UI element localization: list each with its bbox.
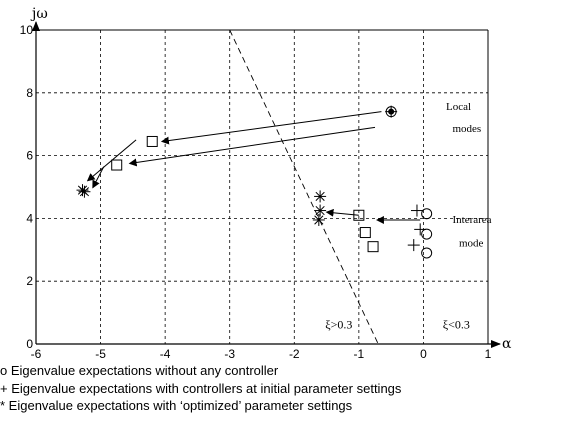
x-tick-label: 1 [485,347,492,361]
damping-line [229,29,379,345]
legend-item-initial-settings: + Eigenvalue expectations with controlle… [0,381,402,396]
arrow [92,166,105,189]
damping-ratio-line [229,29,379,345]
x-tick-label: -5 [95,347,106,361]
annotation-label: mode [459,238,484,250]
star-marker-ray [315,191,325,202]
star-marker-ray [79,187,90,197]
annotation-label: ξ<0.3 [443,317,470,331]
annotations: Local modes Interarea mode ξ>0.3 ξ<0.3 [325,101,491,331]
x-tick-label: -6 [31,347,42,361]
square-marker [353,209,365,221]
annotation-label: modes [452,123,481,135]
annotation-label: ξ>0.3 [325,317,352,331]
y-tick-label: 2 [26,274,33,288]
square-marker [359,227,371,239]
star-marker-ray [314,215,324,225]
arrow [160,111,382,145]
y-axis-label: jω [30,6,48,22]
x-tick-label: -4 [160,347,171,361]
y-tick-label: 4 [26,211,33,225]
square-marker [111,159,123,171]
square-marker [367,241,379,253]
circle-marker [421,247,433,259]
markers [76,105,433,259]
y-tick-label: 0 [26,337,33,351]
star-marker-ray [315,205,325,216]
square-marker [146,135,158,147]
circle-marker [421,228,433,240]
annotation-label: Interarea [452,214,491,226]
x-tick-label: 0 [420,347,427,361]
star-marker [312,213,325,226]
y-tick-label: 8 [26,86,33,100]
legend-item-no-controller: o Eigenvalue expectations without any co… [0,363,279,378]
y-tick-label: 6 [26,149,33,163]
x-tick-label: -3 [224,347,235,361]
plus-marker [414,223,427,236]
star-marker [314,190,327,203]
local-mode-cluster-core [388,108,395,115]
grid [36,30,488,344]
plus-marker [407,239,420,252]
annotation-label: Local [446,101,471,113]
plot-frame [32,21,501,348]
star-marker [78,185,91,198]
x-axis-label: α [502,336,512,352]
arrow [128,126,376,167]
star-marker [314,204,327,217]
legend-item-optimized: * Eigenvalue expectations with ‘optimize… [0,398,353,413]
plus-marker [410,204,423,217]
arrows [86,111,421,224]
x-tick-label: -1 [354,347,365,361]
y-tick-label: 10 [20,23,34,37]
circle-marker [421,208,433,220]
x-tick-label: -2 [289,347,300,361]
